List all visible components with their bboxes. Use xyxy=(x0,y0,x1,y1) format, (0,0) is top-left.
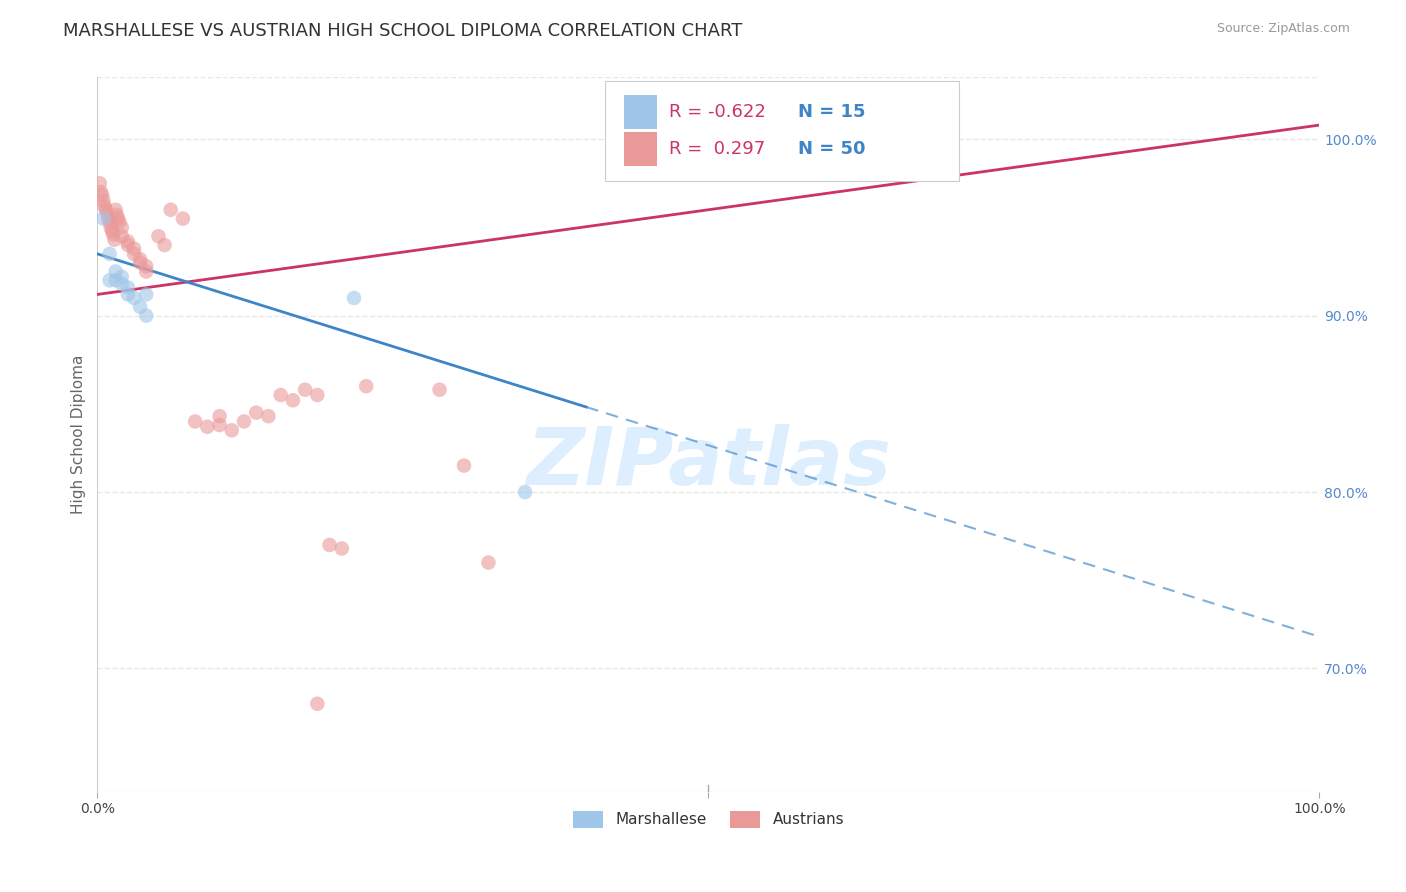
Point xyxy=(122,291,145,305)
Point xyxy=(98,247,121,261)
Point xyxy=(330,541,353,556)
Point xyxy=(104,273,127,287)
Point xyxy=(103,233,125,247)
Text: N = 15: N = 15 xyxy=(797,103,865,120)
Point xyxy=(135,264,157,278)
Point xyxy=(93,194,115,208)
FancyBboxPatch shape xyxy=(624,95,657,128)
Point xyxy=(122,242,145,256)
Point xyxy=(101,224,124,238)
Point xyxy=(93,211,115,226)
Point xyxy=(93,199,115,213)
Point xyxy=(135,287,157,301)
Point xyxy=(91,188,114,202)
Point xyxy=(107,211,129,226)
Text: ZIPatlas: ZIPatlas xyxy=(526,425,891,502)
Point xyxy=(89,176,111,190)
Point xyxy=(281,393,304,408)
Point xyxy=(96,206,118,220)
Point xyxy=(307,388,329,402)
Point xyxy=(97,211,120,226)
Point xyxy=(159,202,181,217)
Point xyxy=(343,291,366,305)
Point xyxy=(122,247,145,261)
Point xyxy=(429,383,451,397)
Point xyxy=(354,379,377,393)
Point xyxy=(184,414,207,428)
Point xyxy=(100,220,122,235)
Point xyxy=(111,220,134,235)
Point xyxy=(318,538,340,552)
Point xyxy=(245,406,267,420)
Point xyxy=(294,383,316,397)
Point xyxy=(98,273,121,287)
Point xyxy=(270,388,292,402)
Point xyxy=(90,185,112,199)
Y-axis label: High School Diploma: High School Diploma xyxy=(72,355,86,515)
Point xyxy=(172,211,194,226)
Point xyxy=(117,235,139,249)
Point xyxy=(477,556,499,570)
Point xyxy=(135,309,157,323)
Text: R = -0.622: R = -0.622 xyxy=(669,103,766,120)
Point xyxy=(208,409,231,424)
Point xyxy=(135,259,157,273)
Point xyxy=(195,419,218,434)
FancyBboxPatch shape xyxy=(624,132,657,166)
Point xyxy=(105,208,128,222)
Point xyxy=(513,485,536,500)
Point xyxy=(98,215,121,229)
Legend: Marshallese, Austrians: Marshallese, Austrians xyxy=(567,805,851,834)
Text: Source: ZipAtlas.com: Source: ZipAtlas.com xyxy=(1216,22,1350,36)
Point xyxy=(117,287,139,301)
Point xyxy=(129,252,152,267)
Point xyxy=(108,215,131,229)
Point xyxy=(453,458,475,473)
Point xyxy=(111,269,134,284)
Point xyxy=(129,300,152,314)
FancyBboxPatch shape xyxy=(605,81,959,181)
Point xyxy=(111,277,134,291)
Point xyxy=(94,202,117,217)
Point xyxy=(148,229,170,244)
Point xyxy=(153,238,176,252)
Point xyxy=(257,409,280,424)
Point xyxy=(307,697,329,711)
Text: R =  0.297: R = 0.297 xyxy=(669,140,765,158)
Point xyxy=(208,417,231,432)
Point xyxy=(233,414,256,428)
Point xyxy=(221,423,243,437)
Point xyxy=(117,280,139,294)
Point xyxy=(104,264,127,278)
Text: MARSHALLESE VS AUSTRIAN HIGH SCHOOL DIPLOMA CORRELATION CHART: MARSHALLESE VS AUSTRIAN HIGH SCHOOL DIPL… xyxy=(63,22,742,40)
Point xyxy=(129,255,152,269)
Point xyxy=(104,202,127,217)
Point xyxy=(111,229,134,244)
Point xyxy=(117,238,139,252)
Point xyxy=(103,227,125,242)
Text: N = 50: N = 50 xyxy=(797,140,865,158)
